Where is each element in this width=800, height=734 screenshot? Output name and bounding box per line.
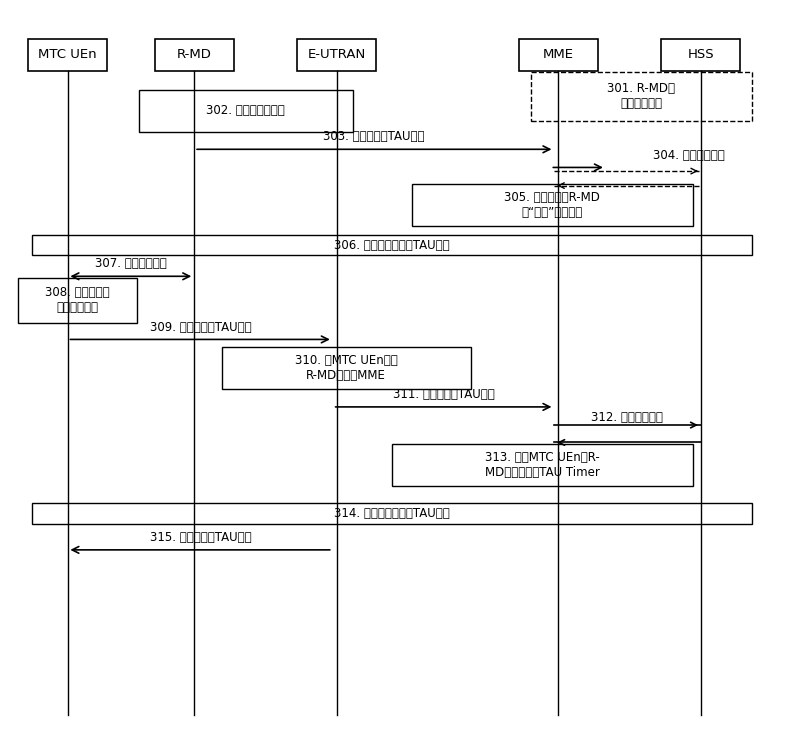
Bar xyxy=(28,39,107,71)
Bar xyxy=(662,39,741,71)
Text: HSS: HSS xyxy=(687,48,714,62)
Text: 301. R-MD登
约了代表功能: 301. R-MD登 约了代表功能 xyxy=(607,82,675,110)
Text: 311. 附着请求或TAU请求: 311. 附着请求或TAU请求 xyxy=(393,388,494,401)
Text: 304. 获取签约数据: 304. 获取签约数据 xyxy=(654,149,725,161)
Text: 303. 附着请求或TAU请求: 303. 附着请求或TAU请求 xyxy=(323,131,425,143)
Text: 310. 为MTC UEn选择
R-MD注册的MME: 310. 为MTC UEn选择 R-MD注册的MME xyxy=(294,355,398,382)
Text: 305. 识别并支持R-MD
的“代表”功能标识: 305. 识别并支持R-MD 的“代表”功能标识 xyxy=(504,191,600,219)
Bar xyxy=(18,277,137,323)
Bar xyxy=(154,39,234,71)
Bar xyxy=(412,184,693,226)
Text: MME: MME xyxy=(543,48,574,62)
Text: 313. 关联MTC UEn与R-
MD，并同步其TAU Timer: 313. 关联MTC UEn与R- MD，并同步其TAU Timer xyxy=(485,451,600,479)
Bar xyxy=(138,90,353,132)
Bar xyxy=(392,444,693,486)
Bar xyxy=(32,504,752,524)
Text: 307. 建立本地连接: 307. 建立本地连接 xyxy=(95,258,166,271)
Bar xyxy=(297,39,376,71)
Text: 302. 开启了代表功能: 302. 开启了代表功能 xyxy=(206,104,285,117)
Text: 312. 获取签约数据: 312. 获取签约数据 xyxy=(591,410,663,424)
Text: E-UTRAN: E-UTRAN xyxy=(307,48,366,62)
Text: 308. 获取用于后
续关联的标识: 308. 获取用于后 续关联的标识 xyxy=(46,286,110,314)
Bar xyxy=(530,72,752,121)
Text: 306. 后续附着流程或TAU流程: 306. 后续附着流程或TAU流程 xyxy=(334,239,450,252)
Bar xyxy=(32,235,752,255)
Bar xyxy=(518,39,598,71)
Text: R-MD: R-MD xyxy=(177,48,212,62)
Text: 315. 附着接受或TAU接受: 315. 附着接受或TAU接受 xyxy=(150,531,251,544)
Text: MTC UEn: MTC UEn xyxy=(38,48,97,62)
Text: 314. 后续附着流程或TAU流程: 314. 后续附着流程或TAU流程 xyxy=(334,507,450,520)
Bar xyxy=(222,347,471,390)
Text: 309. 附着请求或TAU请求: 309. 附着请求或TAU请求 xyxy=(150,321,251,334)
